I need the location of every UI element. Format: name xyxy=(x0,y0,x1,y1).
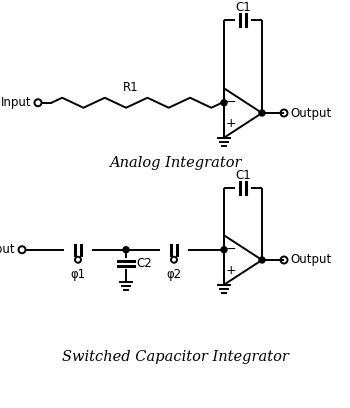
Text: −: − xyxy=(226,243,236,256)
Circle shape xyxy=(221,100,227,106)
Text: +: + xyxy=(226,117,236,130)
Text: φ1: φ1 xyxy=(70,268,85,281)
Text: φ2: φ2 xyxy=(167,268,182,281)
Text: −: − xyxy=(226,96,236,109)
Text: C1: C1 xyxy=(235,1,251,14)
Text: +: + xyxy=(226,264,236,277)
Circle shape xyxy=(123,247,129,253)
Text: C2: C2 xyxy=(136,257,152,270)
Text: Input: Input xyxy=(1,96,32,109)
Circle shape xyxy=(259,110,265,116)
Text: Analog Integrator: Analog Integrator xyxy=(109,156,241,170)
Circle shape xyxy=(221,247,227,253)
Text: Input: Input xyxy=(0,243,16,256)
Circle shape xyxy=(259,257,265,263)
Text: Output: Output xyxy=(290,106,331,120)
Text: C1: C1 xyxy=(235,169,251,182)
Text: Output: Output xyxy=(290,253,331,266)
Text: R1: R1 xyxy=(123,81,139,94)
Text: Switched Capacitor Integrator: Switched Capacitor Integrator xyxy=(62,350,288,364)
